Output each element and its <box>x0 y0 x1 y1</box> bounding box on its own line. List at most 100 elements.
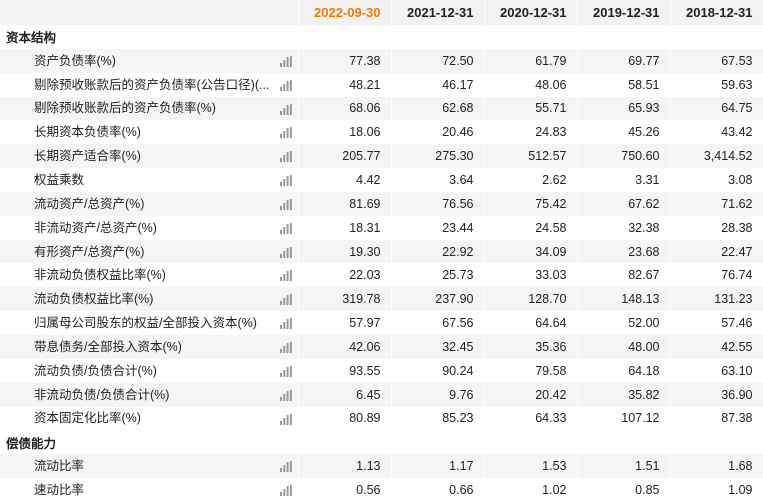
chart-icon[interactable] <box>279 413 292 425</box>
row-label: 流动资产/总资产(%) <box>34 196 145 211</box>
value-cell: 3,414.52 <box>670 144 763 169</box>
label-cell: 剔除预收账款后的资产负债率(%) <box>0 96 299 121</box>
value-cell: 34.09 <box>484 239 578 264</box>
row-label: 非流动负债权益比率(%) <box>34 268 166 283</box>
value-cell: 1.68 <box>670 454 763 479</box>
value-cell: 59.63 <box>670 72 763 97</box>
value-cell: 1.51 <box>577 454 671 479</box>
value-cell: 148.13 <box>577 287 671 312</box>
value-cell: 82.67 <box>577 263 671 288</box>
value-cell: 75.42 <box>484 191 578 216</box>
chart-icon[interactable] <box>279 270 292 282</box>
row-label: 归属母公司股东的权益/全部投入资本(%) <box>34 316 257 331</box>
data-row: 归属母公司股东的权益/全部投入资本(%) 57.97 67.56 64.64 52.00… <box>0 311 763 335</box>
row-label: 有形资产/总资产(%) <box>34 244 145 259</box>
data-row: 流动负债权益比率(%) 319.78 237.90 128.70 148.13 131.2… <box>0 287 763 312</box>
value-cell: 57.46 <box>670 311 763 335</box>
value-cell: 512.57 <box>484 144 578 169</box>
chart-icon[interactable] <box>279 222 292 234</box>
empty-cell <box>577 25 671 49</box>
value-cell: 76.74 <box>670 263 763 288</box>
value-cell: 64.75 <box>670 96 763 121</box>
row-label: 资产负债率(%) <box>34 53 116 68</box>
data-row: 流动资产/总资产(%) 81.69 76.56 75.42 67.62 71.62 <box>0 191 763 216</box>
value-cell: 45.26 <box>577 120 671 145</box>
value-cell: 71.62 <box>670 191 763 216</box>
label-cell: 流动资产/总资产(%) <box>0 191 299 216</box>
row-label: 带息债务/全部投入资本(%) <box>34 339 182 354</box>
column-header: 2022-09-30 <box>298 0 392 25</box>
label-cell: 非流动资产/总资产(%) <box>0 215 299 240</box>
label-cell: 长期资产适合率(%) <box>0 144 299 169</box>
chart-icon[interactable] <box>279 151 292 163</box>
empty-cell <box>298 430 392 455</box>
value-cell: 6.45 <box>298 382 392 407</box>
value-cell: 42.55 <box>670 334 763 359</box>
value-cell: 1.13 <box>298 454 392 479</box>
column-header: 2020-12-31 <box>484 0 578 25</box>
value-cell: 36.90 <box>670 382 763 407</box>
value-cell: 20.46 <box>391 120 485 145</box>
chart-icon[interactable] <box>279 55 292 67</box>
value-cell: 1.53 <box>484 454 578 479</box>
label-cell: 有形资产/总资产(%) <box>0 239 299 264</box>
value-cell: 58.51 <box>577 72 671 97</box>
chart-icon[interactable] <box>279 175 292 187</box>
empty-cell <box>484 25 578 49</box>
data-row: 长期资本负债率(%) 18.06 20.46 24.83 45.26 43.42 <box>0 120 763 145</box>
value-cell: 33.03 <box>484 263 578 288</box>
row-label: 权益乘数 <box>34 172 85 187</box>
chart-icon[interactable] <box>279 127 292 139</box>
data-row: 长期资产适合率(%) 205.77 275.30 512.57 750.60 3,414.… <box>0 144 763 169</box>
value-cell: 42.06 <box>298 334 392 359</box>
label-cell: 流动比率 <box>0 454 299 479</box>
value-cell: 67.53 <box>670 48 763 73</box>
value-cell: 22.47 <box>670 239 763 264</box>
header-row: 2022-09-30 2021-12-31 2020-12-31 2019-12-31… <box>0 0 763 25</box>
value-cell: 32.38 <box>577 215 671 240</box>
chart-icon[interactable] <box>279 485 292 497</box>
chart-icon[interactable] <box>279 389 292 401</box>
chart-icon[interactable] <box>279 79 292 91</box>
chart-icon[interactable] <box>279 294 292 306</box>
chart-icon[interactable] <box>279 365 292 377</box>
value-cell: 65.93 <box>577 96 671 121</box>
chart-icon[interactable] <box>279 198 292 210</box>
column-header: 2018-12-31 <box>670 0 763 25</box>
value-cell: 0.85 <box>577 478 671 502</box>
value-cell: 275.30 <box>391 144 485 169</box>
value-cell: 319.78 <box>298 287 392 312</box>
value-cell: 46.17 <box>391 72 485 97</box>
value-cell: 90.24 <box>391 358 485 383</box>
value-cell: 87.38 <box>670 406 763 431</box>
chart-icon[interactable] <box>279 341 292 353</box>
value-cell: 64.64 <box>484 311 578 335</box>
label-cell: 剔除预收账款后的资产负债率(公告口径)(... <box>0 72 299 97</box>
empty-cell <box>670 25 763 49</box>
label-cell: 速动比率 <box>0 478 299 502</box>
empty-cell <box>577 430 671 455</box>
chart-icon[interactable] <box>279 246 292 258</box>
value-cell: 128.70 <box>484 287 578 312</box>
value-cell: 81.69 <box>298 191 392 216</box>
row-label: 流动负债权益比率(%) <box>34 292 154 307</box>
label-cell: 长期资本负债率(%) <box>0 120 299 145</box>
value-cell: 1.02 <box>484 478 578 502</box>
row-label: 非流动负债/负债合计(%) <box>34 387 170 402</box>
label-cell: 带息债务/全部投入资本(%) <box>0 334 299 359</box>
value-cell: 48.06 <box>484 72 578 97</box>
value-cell: 79.58 <box>484 358 578 383</box>
value-cell: 3.31 <box>577 168 671 192</box>
value-cell: 67.56 <box>391 311 485 335</box>
value-cell: 131.23 <box>670 287 763 312</box>
value-cell: 107.12 <box>577 406 671 431</box>
section-row: 资本结构 <box>0 25 763 49</box>
value-cell: 0.66 <box>391 478 485 502</box>
column-header: 2021-12-31 <box>391 0 485 25</box>
chart-icon[interactable] <box>279 318 292 330</box>
chart-icon[interactable] <box>279 103 292 115</box>
value-cell: 22.03 <box>298 263 392 288</box>
chart-icon[interactable] <box>279 461 292 473</box>
